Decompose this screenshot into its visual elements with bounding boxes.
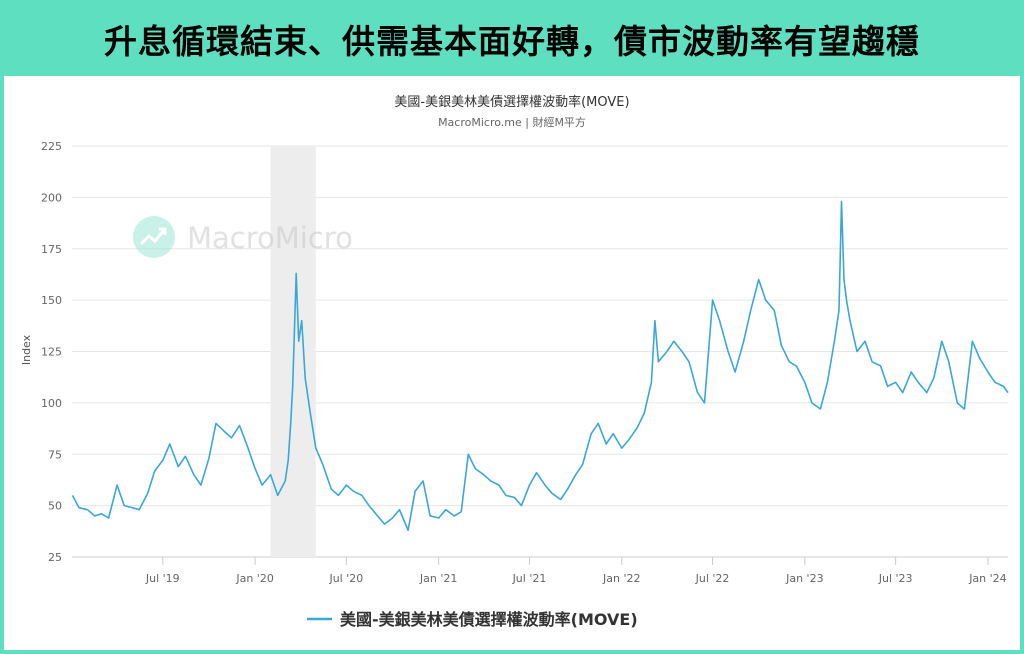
chart-panel: 美國-美銀美林美債選擇權波動率(MOVE) MacroMicro.me | 財經… xyxy=(4,76,1020,650)
macromicro-logo-icon xyxy=(133,216,175,258)
y-tick-label: 225 xyxy=(41,140,62,153)
watermark: MacroMicro xyxy=(133,216,353,258)
watermark-text: MacroMicro xyxy=(187,221,353,255)
legend[interactable]: 美國-美銀美林美債選擇權波動率(MOVE) xyxy=(307,610,638,629)
x-tick-label: Jul '20 xyxy=(328,572,363,585)
y-tick-label: 25 xyxy=(48,551,62,564)
grid-layer xyxy=(72,145,1008,558)
y-tick-label: 75 xyxy=(48,448,62,461)
chart-subtitle: MacroMicro.me | 財經M平方 xyxy=(438,115,586,129)
x-tick-label: Jan '24 xyxy=(968,572,1006,585)
y-axis-label: Index xyxy=(20,334,33,365)
y-tick-label: 200 xyxy=(41,191,62,204)
x-tick-label: Jul '19 xyxy=(145,572,180,585)
y-tick-label: 150 xyxy=(41,294,62,307)
chart-title: 美國-美銀美林美債選擇權波動率(MOVE) xyxy=(394,94,629,110)
x-tick-label: Jan '23 xyxy=(785,572,823,585)
legend-label[interactable]: 美國-美銀美林美債選擇權波動率(MOVE) xyxy=(340,610,638,629)
x-tick-label: Jan '20 xyxy=(235,572,273,585)
y-tick-label: 175 xyxy=(41,243,62,256)
move-index-chart: 美國-美銀美林美債選擇權波動率(MOVE) MacroMicro.me | 財經… xyxy=(20,94,1009,629)
y-tick-label: 50 xyxy=(48,500,62,513)
x-axis-ticks: Jul '19 Jan '20 Jul '20 Jan '21 Jul '21 Jan '… xyxy=(145,557,1007,585)
y-axis-ticks: 25 50 75 100 125 150 175 200 225 xyxy=(41,140,62,564)
y-tick-label: 125 xyxy=(41,346,62,359)
series-line-move xyxy=(71,200,1009,532)
headline-text: 升息循環結束、供需基本面好轉，債市波動率有望趨穩 xyxy=(104,22,920,61)
x-tick-label: Jul '21 xyxy=(512,572,547,585)
x-tick-label: Jul '22 xyxy=(695,572,730,585)
headline-banner: 升息循環結束、供需基本面好轉，債市波動率有望趨穩 xyxy=(4,4,1020,74)
y-tick-label: 100 xyxy=(41,397,62,410)
x-tick-label: Jul '23 xyxy=(878,572,913,585)
x-tick-label: Jan '21 xyxy=(419,572,457,585)
x-tick-label: Jan '22 xyxy=(602,572,640,585)
